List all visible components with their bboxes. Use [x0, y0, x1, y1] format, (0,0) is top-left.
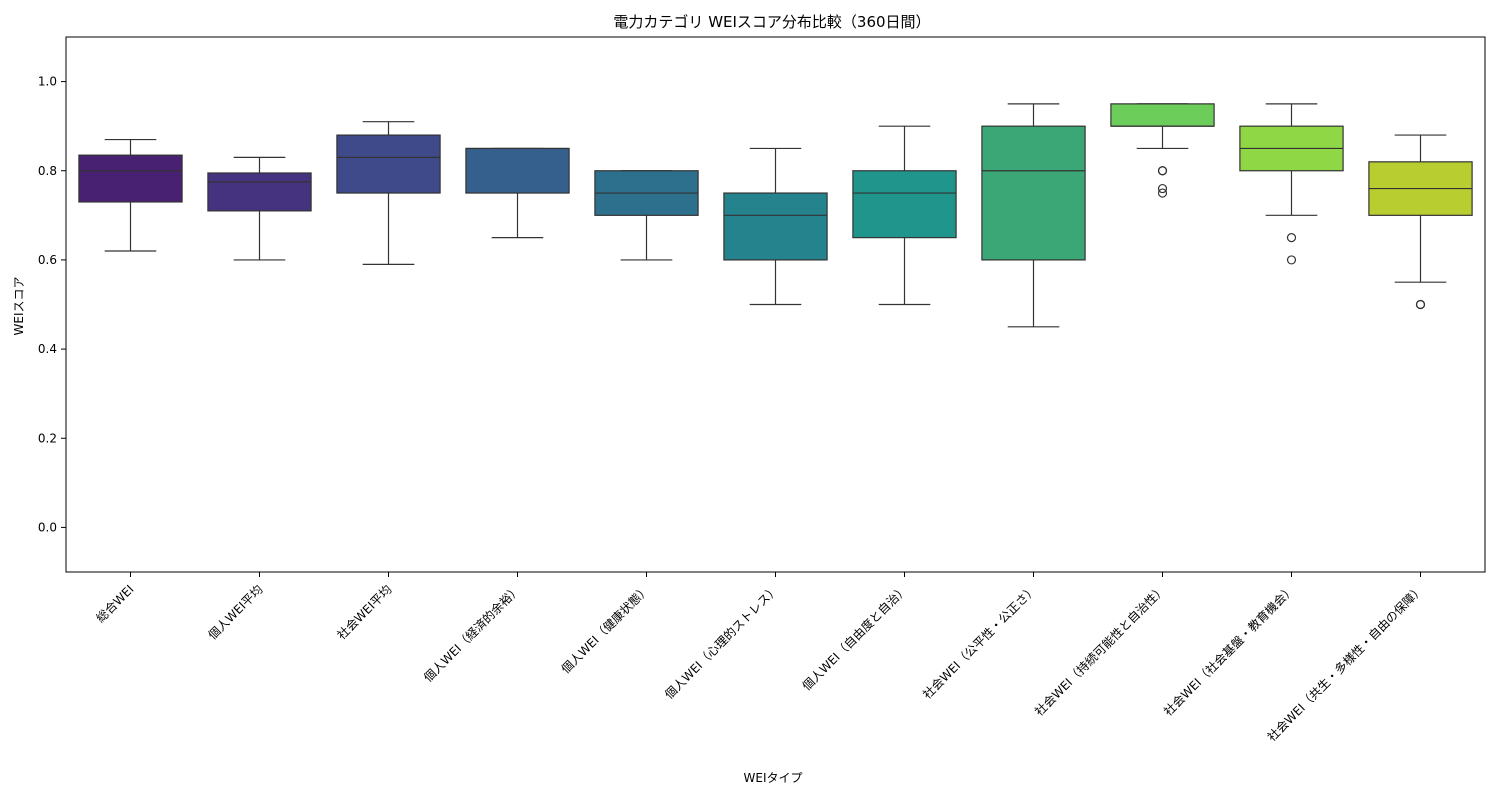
x-tick-label: 個人WEI（自由度と自治） — [799, 582, 911, 694]
box — [1110, 103, 1215, 127]
x-tick-label: 個人WEI（経済的余裕） — [420, 582, 523, 685]
y-tick-label: 0.8 — [38, 164, 57, 178]
y-tick-label: 0.4 — [38, 342, 57, 356]
outlier-point — [1157, 183, 1168, 194]
box-group — [1368, 134, 1473, 310]
box-group — [594, 170, 699, 261]
box — [852, 170, 957, 239]
y-tick-label: 0.0 — [38, 520, 57, 534]
box-group — [723, 147, 828, 306]
box-group — [207, 156, 312, 261]
y-axis: 0.0 0.2 0.4 0.6 0.8 1.0 — [38, 75, 66, 534]
outlier-point — [1157, 166, 1168, 176]
x-tick-label: 社会WEI（共生・多様性・自由の保障） — [1264, 582, 1427, 745]
outlier-point — [1415, 299, 1426, 310]
box — [207, 172, 312, 212]
box-group — [981, 103, 1086, 328]
box-group — [1110, 103, 1215, 198]
outlier-point — [1157, 188, 1168, 198]
box-group — [852, 125, 957, 306]
box — [465, 147, 570, 194]
box — [78, 154, 183, 203]
box-group — [336, 121, 441, 265]
box — [981, 125, 1086, 261]
x-tick-label: 社会WEI平均 — [334, 582, 395, 643]
box-group — [1239, 103, 1344, 265]
x-axis-label: WEIタイプ — [744, 771, 803, 785]
x-tick-label: 社会WEI（社会基盤・教育機会） — [1160, 582, 1297, 719]
box — [336, 134, 441, 194]
box-group — [465, 147, 570, 239]
outlier-point — [1286, 233, 1297, 243]
x-tick-label: 社会WEI（持続可能性と自治性） — [1031, 582, 1168, 719]
x-tick-label: 個人WEI（心理的ストレス） — [661, 582, 781, 702]
box-group — [78, 138, 183, 252]
plot-area — [78, 103, 1473, 328]
x-tick-label: 総合WEI — [93, 582, 137, 626]
y-tick-label: 1.0 — [38, 75, 57, 89]
y-tick-label: 0.2 — [38, 431, 57, 445]
outlier-point — [1286, 255, 1297, 265]
box — [723, 192, 828, 261]
x-axis: 総合WEI 個人WEI平均 社会WEI平均 個人WEI（経済的余裕） 個人WEI（健康状… — [93, 572, 1427, 744]
x-tick-label: 個人WEI（健康状態） — [558, 582, 653, 677]
chart-title: 電力カテゴリ WEIスコア分布比較（360日間） — [613, 13, 930, 31]
x-tick-label: 社会WEI（公平性・公正さ） — [919, 582, 1039, 702]
x-tick-label: 個人WEI平均 — [206, 582, 266, 642]
y-axis-label: WEIスコア — [12, 277, 26, 336]
y-tick-label: 0.6 — [38, 253, 57, 267]
